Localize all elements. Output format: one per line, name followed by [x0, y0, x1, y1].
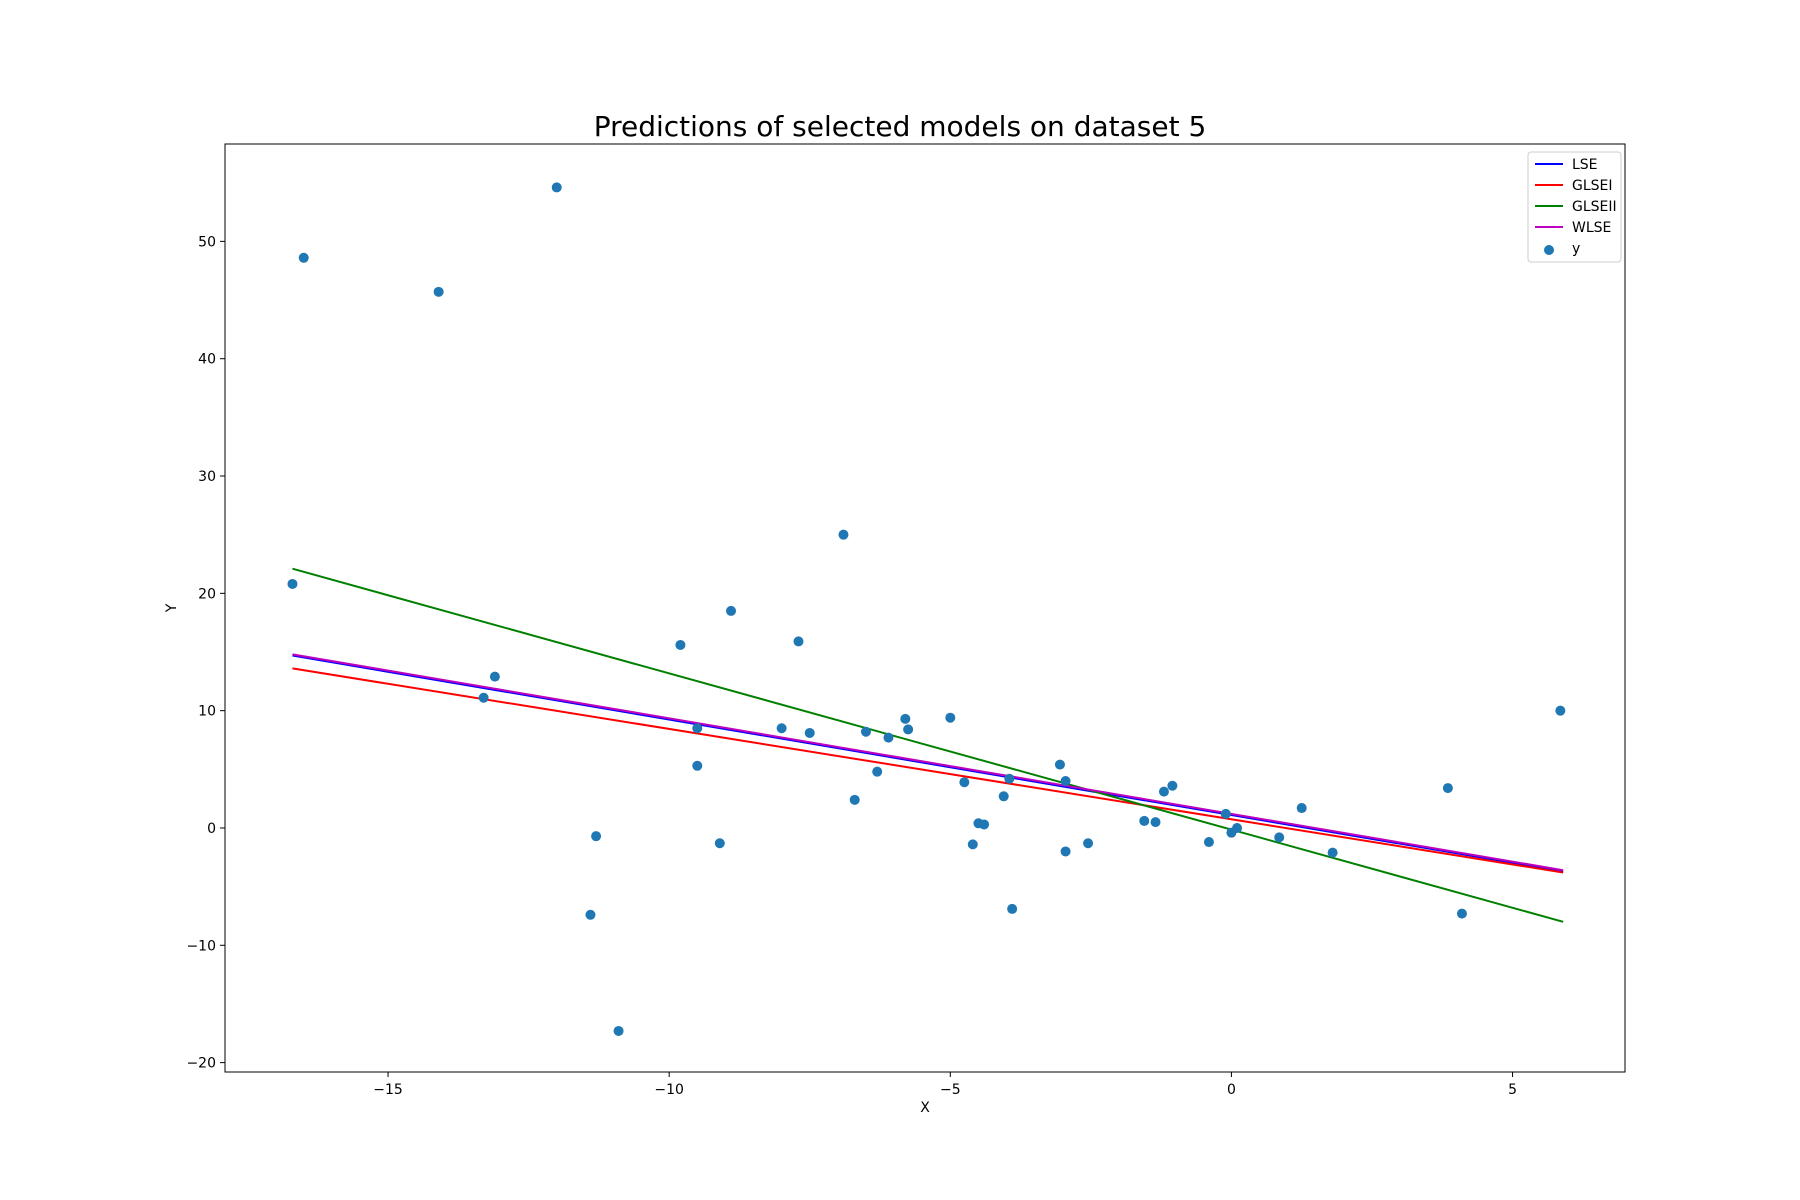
series-line-lse	[292, 654, 1564, 873]
x-axis-label: X	[920, 1100, 930, 1116]
data-point	[489, 671, 500, 682]
x-tick-label: 5	[1508, 1082, 1517, 1098]
x-tick-label: −15	[373, 1082, 403, 1098]
legend-label: GLSEII	[1572, 199, 1617, 215]
data-point	[838, 529, 849, 540]
data-point	[900, 713, 911, 724]
data-point	[979, 819, 990, 830]
data-point	[860, 726, 871, 737]
data-point	[1456, 908, 1467, 919]
data-point	[591, 831, 602, 842]
data-point	[714, 838, 725, 849]
data-point	[967, 839, 978, 850]
x-tick-label: −10	[654, 1082, 684, 1098]
data-point	[478, 692, 489, 703]
plot-frame	[224, 143, 1626, 1073]
y-tick-label: 20	[198, 586, 216, 602]
data-point	[1555, 705, 1566, 716]
data-point	[1004, 773, 1015, 784]
data-point	[551, 182, 562, 193]
data-point	[793, 636, 804, 647]
data-point	[1054, 759, 1065, 770]
data-point	[903, 724, 914, 735]
y-tick-label: 40	[198, 352, 216, 368]
y-tick-label: −10	[186, 938, 216, 954]
data-point	[1060, 776, 1071, 787]
data-point	[726, 605, 737, 616]
data-point	[1167, 780, 1178, 791]
data-point	[945, 712, 956, 723]
data-point	[613, 1025, 624, 1036]
legend-label: GLSEI	[1572, 178, 1613, 194]
data-point	[692, 760, 703, 771]
data-point	[1232, 822, 1243, 833]
data-point	[1150, 817, 1161, 828]
legend-swatch-y	[1544, 245, 1554, 255]
legend-box	[1527, 151, 1622, 263]
legend-label: y	[1572, 241, 1580, 257]
plot-area	[287, 182, 1566, 1036]
data-point	[675, 639, 686, 650]
data-point	[433, 286, 444, 297]
data-point	[959, 777, 970, 788]
series-line-glsei	[292, 667, 1564, 874]
legend-label: WLSE	[1572, 220, 1611, 236]
data-point	[1139, 815, 1150, 826]
chart-title: Predictions of selected models on datase…	[594, 110, 1207, 143]
data-point	[1296, 803, 1307, 814]
x-tick-label: 0	[1227, 1082, 1236, 1098]
legend: LSE GLSEI GLSEII WLSE y	[1527, 151, 1622, 263]
data-point	[872, 766, 883, 777]
data-point	[287, 578, 298, 589]
data-point	[1220, 808, 1231, 819]
y-tick-label: −20	[186, 1056, 216, 1072]
y-tick-label: 30	[198, 469, 216, 485]
legend-label: LSE	[1572, 157, 1598, 173]
data-point	[692, 723, 703, 734]
y-tick-label: 50	[198, 234, 216, 250]
data-point	[804, 727, 815, 738]
data-point	[1274, 832, 1285, 843]
data-point	[776, 723, 787, 734]
data-point	[883, 732, 894, 743]
data-point	[1158, 786, 1169, 797]
y-tick-label: 0	[207, 821, 216, 837]
series-line-wlse	[292, 653, 1564, 872]
y-axis-label: Y	[164, 603, 180, 613]
data-point	[1327, 847, 1338, 858]
x-tick-label: −5	[940, 1082, 961, 1098]
data-point	[1203, 837, 1214, 848]
data-point	[849, 794, 860, 805]
data-point	[998, 791, 1009, 802]
series-line-glseii	[292, 567, 1564, 923]
data-point	[585, 909, 596, 920]
axes: −15 −10 −5 0 5 −20 −10 0 10 20 30 40 50	[186, 234, 1517, 1098]
data-point	[1060, 846, 1071, 857]
y-tick-label: 10	[198, 704, 216, 720]
data-point	[298, 252, 309, 263]
data-point	[1007, 903, 1018, 914]
data-point	[1442, 783, 1453, 794]
data-point	[1083, 838, 1094, 849]
